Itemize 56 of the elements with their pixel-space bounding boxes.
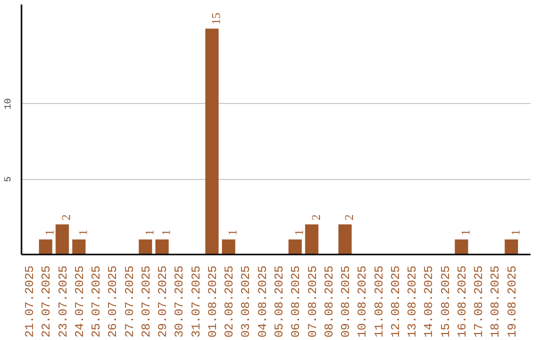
x-tick-label: 12.08.2025 — [388, 265, 403, 338]
x-tick-label: 10.08.2025 — [356, 265, 370, 338]
y-tick-label: 5 — [2, 176, 14, 182]
x-tick-label: 13.08.2025 — [406, 265, 420, 338]
bar — [38, 239, 52, 254]
data-label: 1 — [292, 229, 306, 236]
bar — [138, 239, 152, 254]
x-tick-label: 30.07.2025 — [172, 265, 187, 338]
x-tick-label: 31.07.2025 — [189, 265, 204, 338]
bar — [56, 224, 69, 254]
data-label: 1 — [42, 229, 57, 236]
x-tick-label: 26.07.2025 — [106, 265, 120, 338]
x-tick-label: 01.08.2025 — [206, 265, 220, 338]
x-tick-label: 19.08.2025 — [505, 265, 520, 338]
x-tick-label: 27.07.2025 — [122, 265, 137, 338]
x-tick-label: 04.08.2025 — [256, 265, 270, 338]
x-tick-label: 22.07.2025 — [40, 265, 54, 338]
bar — [454, 239, 468, 254]
x-tick-label: 06.08.2025 — [289, 265, 304, 338]
data-label: 15 — [208, 12, 223, 25]
x-tick-label: 29.07.2025 — [156, 265, 170, 338]
bar — [338, 224, 352, 254]
x-tick-label: 15.08.2025 — [438, 265, 453, 338]
data-label: 1 — [142, 229, 156, 236]
bar — [205, 28, 219, 254]
x-tick-label: 21.07.2025 — [22, 265, 37, 338]
x-tick-label: 05.08.2025 — [272, 265, 286, 338]
x-tick-label: 25.07.2025 — [90, 265, 104, 338]
data-label: 2 — [308, 214, 323, 220]
bar — [72, 239, 86, 254]
data-label: 1 — [458, 229, 472, 236]
x-tick-label: 28.07.2025 — [139, 265, 154, 338]
data-label: 1 — [508, 229, 522, 236]
x-tick-label: 24.07.2025 — [72, 265, 87, 338]
bar — [155, 239, 169, 254]
x-tick-label: 11.08.2025 — [372, 265, 386, 338]
x-tick-label: 08.08.2025 — [322, 265, 336, 338]
bar — [222, 239, 236, 254]
x-tick-label: 09.08.2025 — [339, 265, 354, 338]
bar — [288, 239, 302, 254]
bar — [305, 224, 318, 254]
data-label: 2 — [342, 214, 356, 220]
data-label: 1 — [159, 229, 174, 236]
x-tick-label: 14.08.2025 — [422, 265, 436, 338]
data-label: 2 — [59, 214, 74, 220]
x-tick-label: 03.08.2025 — [239, 265, 254, 338]
data-label: 1 — [226, 229, 240, 236]
bar — [504, 239, 518, 254]
y-tick-label: 10 — [2, 98, 14, 110]
x-tick-label: 18.08.2025 — [488, 265, 503, 338]
x-tick-label: 02.08.2025 — [222, 265, 237, 338]
data-label: 1 — [76, 229, 90, 236]
x-tick-label: 16.08.2025 — [455, 265, 470, 338]
x-tick-label: 23.07.2025 — [56, 265, 70, 338]
x-tick-label: 07.08.2025 — [306, 265, 320, 338]
x-tick-label: 17.08.2025 — [472, 265, 486, 338]
